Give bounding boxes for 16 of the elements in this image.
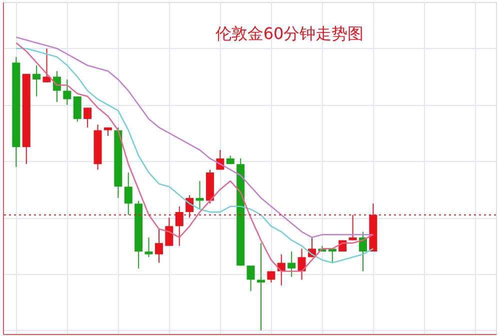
candlestick bbox=[196, 180, 204, 210]
candlestick bbox=[288, 251, 296, 278]
candlestick bbox=[32, 64, 41, 97]
candlestick bbox=[256, 242, 265, 331]
candlestick bbox=[246, 265, 255, 292]
candlestick bbox=[298, 248, 306, 280]
candlestick bbox=[52, 70, 61, 103]
candlestick bbox=[63, 78, 72, 106]
candlestick bbox=[42, 48, 51, 83]
candlestick bbox=[154, 228, 163, 264]
candlestick bbox=[73, 96, 82, 122]
candlestick bbox=[124, 172, 132, 216]
chart-title: 伦敦金60分钟走势图 bbox=[215, 24, 364, 43]
candlestick bbox=[84, 107, 92, 128]
candlestick bbox=[144, 236, 153, 258]
candlestick bbox=[165, 217, 174, 246]
